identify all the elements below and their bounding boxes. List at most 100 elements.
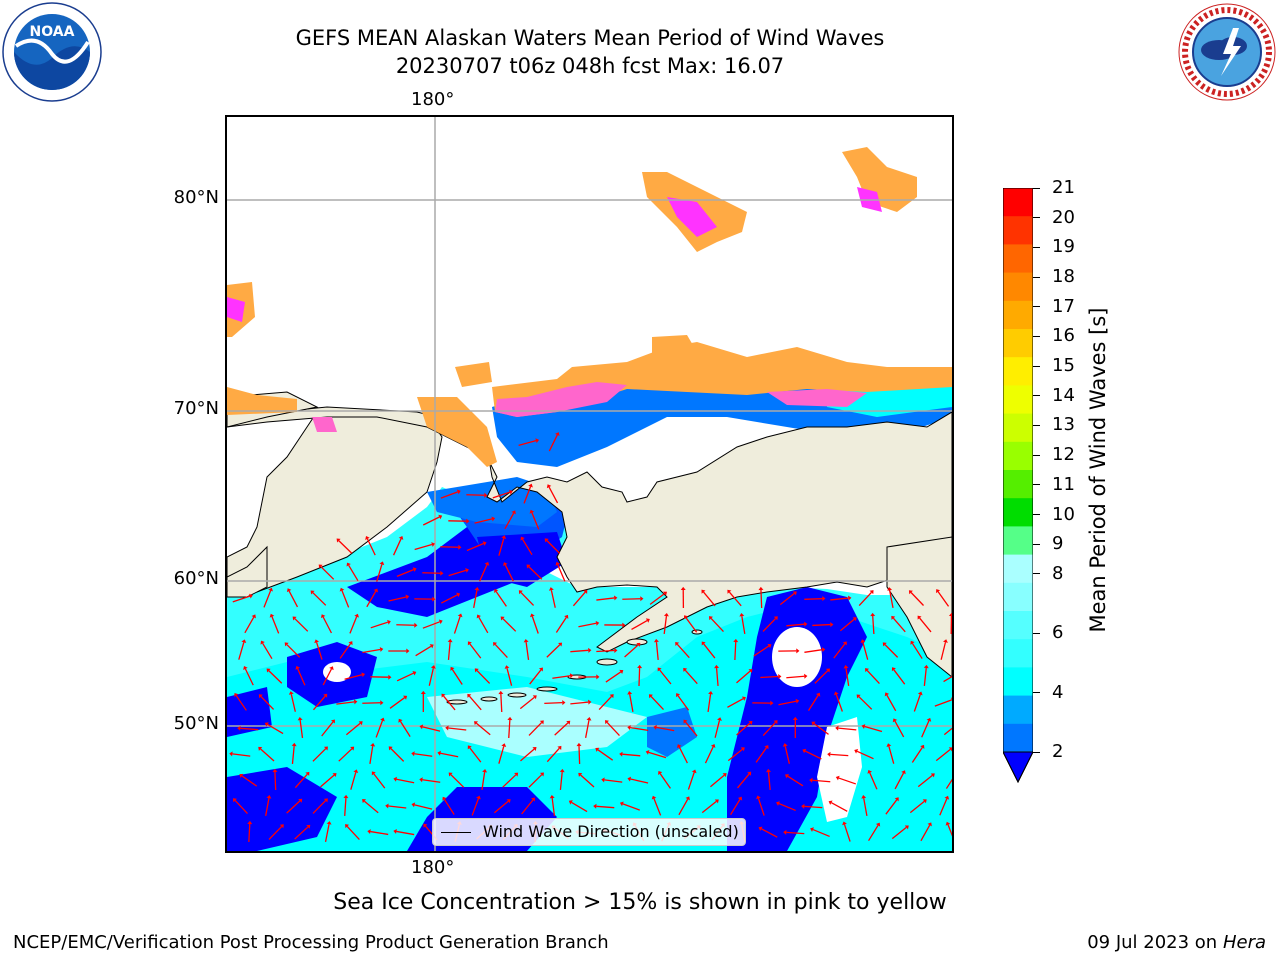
wave-direction-arrow (812, 779, 831, 783)
wave-direction-arrow (830, 597, 849, 601)
wave-direction-arrowhead (645, 618, 650, 623)
wave-direction-arrowhead (520, 536, 525, 541)
wave-direction-arrowhead (619, 751, 623, 757)
wave-direction-arrowhead (568, 800, 573, 805)
wave-direction-arrowhead (758, 826, 763, 831)
wave-direction-arrowhead (861, 795, 867, 799)
wave-direction-arrow (476, 670, 491, 684)
wave-direction-arrow (389, 697, 405, 709)
colorbar-tick (1033, 692, 1040, 694)
wave-direction-arrowhead (474, 587, 480, 591)
wave-direction-arrowhead (476, 795, 481, 800)
wave-direction-arrowhead (828, 800, 833, 805)
wave-direction-arrow (447, 641, 451, 661)
wave-direction-arrow (596, 597, 615, 601)
wave-direction-arrowhead (380, 717, 385, 722)
wave-direction-arrow (493, 800, 509, 814)
wave-direction-arrowhead (243, 666, 248, 670)
colorbar-tick-label: 12 (1052, 444, 1075, 466)
wave-direction-arrowhead (886, 743, 892, 748)
wave-direction-arrowhead (458, 544, 462, 550)
colorbar-tick-label: 11 (1052, 473, 1075, 495)
wave-direction-arrow (939, 798, 948, 816)
wave-direction-arrowhead (393, 828, 397, 834)
wave-direction-arrowhead (398, 718, 403, 723)
wave-direction-arrowhead (917, 691, 923, 696)
wave-direction-arrow (320, 566, 335, 580)
wave-direction-arrowhead (842, 821, 847, 826)
wave-direction-arrow (341, 590, 350, 608)
wave-direction-arrowhead (708, 690, 714, 695)
wave-direction-arrowhead (691, 769, 697, 774)
wave-direction-arrow (422, 779, 441, 783)
wave-direction-arrowhead (447, 638, 453, 643)
colorbar-tick (1033, 187, 1040, 189)
wave-direction-arrow (312, 800, 327, 814)
wave-direction-arrow (655, 641, 659, 661)
colorbar-segment (1003, 470, 1033, 499)
colorbar-tick (1033, 543, 1040, 545)
wave-direction-arrow (451, 669, 463, 685)
colorbar-tick (1033, 335, 1040, 337)
wave-direction-arrowhead (491, 516, 496, 522)
wave-direction-arrowhead (266, 795, 272, 799)
wave-direction-arrowhead (529, 509, 535, 514)
wave-direction-arrowhead (247, 820, 253, 825)
wave-direction-arrowhead (776, 801, 780, 806)
wave-direction-arrow (917, 774, 933, 788)
wave-direction-arrowhead (371, 771, 376, 776)
wave-direction-arrow (502, 618, 517, 632)
wave-direction-arrow (350, 772, 357, 790)
wave-direction-arrow (240, 727, 259, 731)
wave-direction-arrowhead (680, 586, 686, 591)
wave-direction-arrow (787, 775, 804, 787)
wave-direction-arrowhead (412, 670, 417, 676)
wave-direction-arrowhead (908, 590, 913, 595)
wave-direction-arrowhead (588, 647, 592, 653)
wave-direction-arrow (344, 674, 363, 680)
map-legend: Wind Wave Direction (unscaled) (432, 818, 746, 846)
wave-direction-arrow (244, 616, 255, 634)
colorbar-tick-label: 13 (1052, 414, 1075, 436)
wave-direction-arrow (596, 805, 615, 809)
wave-direction-arrowhead (657, 667, 662, 672)
wave-direction-arrow (629, 694, 634, 712)
wave-direction-arrowhead (442, 796, 447, 801)
colorbar-segment (1003, 723, 1033, 753)
wave-direction-arrowhead (948, 612, 952, 617)
wave-direction-arrow (373, 773, 386, 789)
wave-direction-arrowhead (778, 674, 782, 680)
lat-label-80n: 80°N (173, 187, 219, 208)
wave-direction-arrow (414, 804, 433, 810)
wave-direction-arrow (678, 746, 688, 764)
wave-direction-arrowhead (867, 769, 873, 774)
wave-direction-arrowhead (569, 673, 574, 679)
wave-direction-arrow (366, 590, 377, 608)
wave-direction-arrow (471, 798, 480, 816)
wave-direction-arrow (807, 695, 819, 711)
wave-direction-arrowhead (870, 612, 876, 617)
wave-direction-arrowhead (476, 614, 482, 619)
wave-direction-arrow (737, 773, 750, 789)
nws-logo (1177, 2, 1277, 102)
wave-direction-arrowhead (288, 691, 294, 695)
wave-direction-arrow (336, 701, 355, 705)
wave-direction-arrowhead (555, 561, 561, 566)
wave-direction-arrowhead (438, 514, 443, 520)
wave-direction-arrowhead (441, 693, 446, 698)
wave-direction-arrow (910, 592, 924, 606)
wave-direction-arrow (475, 722, 491, 736)
wave-direction-arrowhead (504, 665, 510, 669)
wave-direction-arrowhead (566, 720, 571, 725)
wave-direction-arrow (265, 798, 270, 816)
wave-direction-arrow (396, 569, 414, 577)
wave-direction-arrowhead (523, 638, 529, 643)
wave-direction-arrowhead (619, 801, 624, 807)
wave-direction-arrow (714, 720, 721, 738)
wave-direction-arrowhead (438, 619, 443, 625)
wave-direction-arrow (414, 543, 433, 551)
colorbar-title: Mean Period of Wind Waves [s] (1086, 307, 1110, 633)
wave-direction-arrow (494, 643, 508, 659)
wave-direction-arrow (606, 721, 620, 737)
wave-direction-arrow (676, 643, 690, 659)
